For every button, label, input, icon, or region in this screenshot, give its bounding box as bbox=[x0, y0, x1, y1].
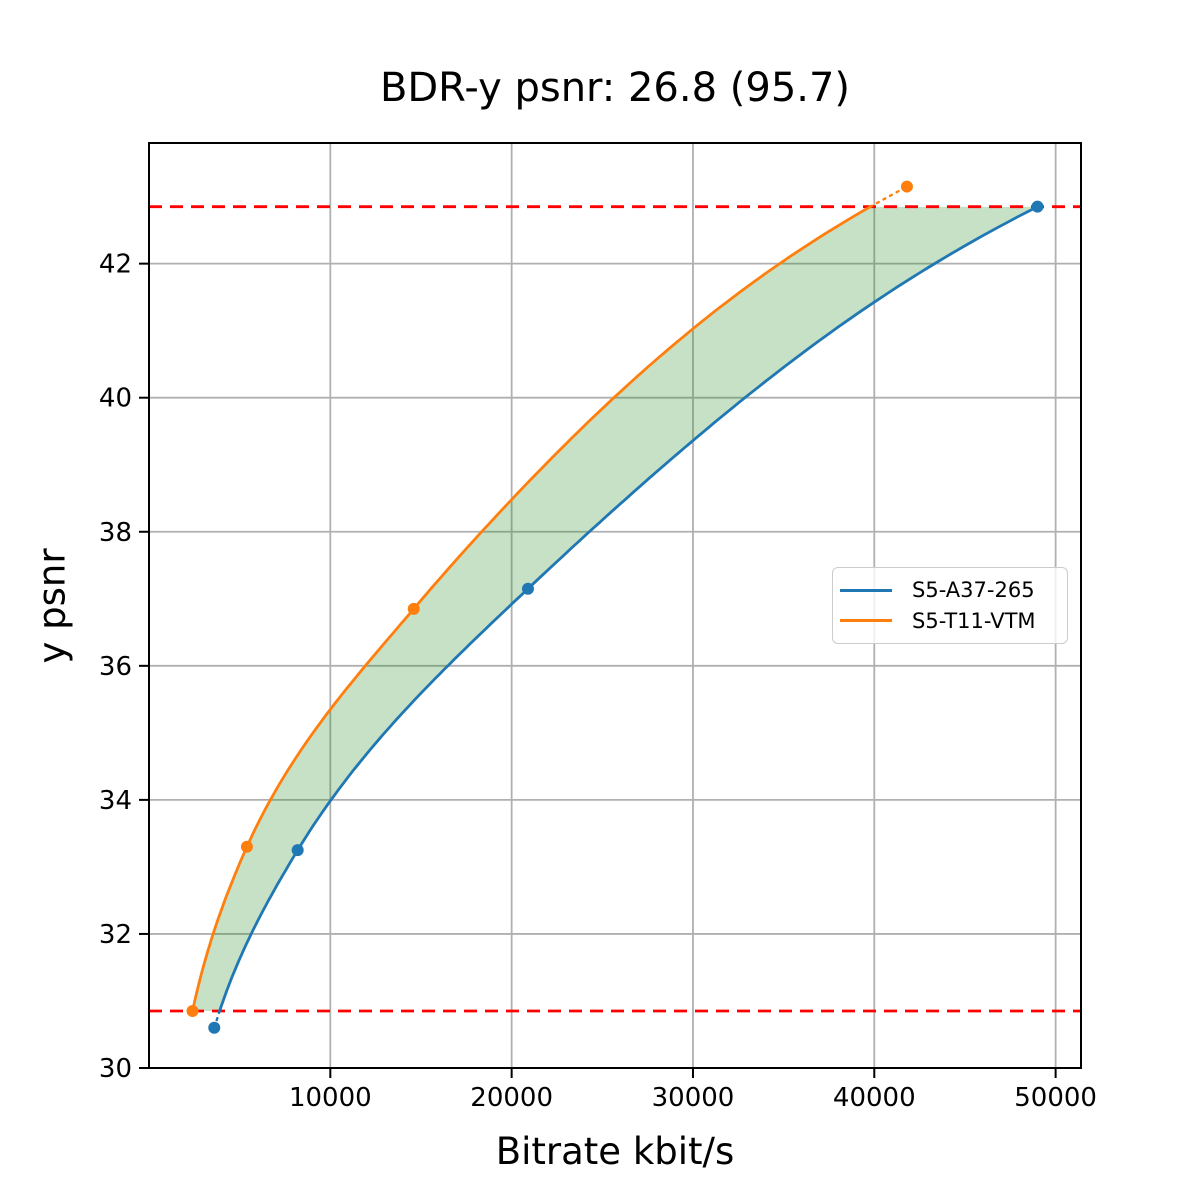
y-tick-label: 34 bbox=[99, 786, 132, 816]
x-tick-label: 50000 bbox=[1014, 1083, 1097, 1113]
y-tick-label: 40 bbox=[99, 384, 132, 414]
series-s5-a37-265-curve bbox=[218, 205, 1039, 1013]
plot-border bbox=[148, 142, 1082, 1069]
series-s5-a37-265-data-point bbox=[521, 582, 534, 595]
legend-item-series-0: S5-A37-265 bbox=[840, 578, 1057, 602]
legend: S5-A37-265 S5-T11-VTM bbox=[832, 567, 1068, 644]
legend-label-series-1: S5-T11-VTM bbox=[912, 608, 1036, 633]
legend-item-series-1: S5-T11-VTM bbox=[840, 609, 1057, 633]
y-tick-label: 42 bbox=[99, 250, 132, 280]
series-s5-a37-265-data-point bbox=[1031, 200, 1044, 213]
y-tick-label: 30 bbox=[99, 1054, 132, 1084]
y-axis-label: y psnr bbox=[30, 548, 74, 664]
chart-title: BDR-y psnr: 26.8 (95.7) bbox=[379, 65, 851, 111]
x-tick-label: 30000 bbox=[652, 1083, 735, 1113]
legend-label-series-0: S5-A37-265 bbox=[912, 578, 1035, 603]
series-s5-t11-vtm-data-point bbox=[900, 180, 913, 193]
x-axis-label: Bitrate kbit/s bbox=[495, 1130, 735, 1173]
series-s5-a37-265-data-point bbox=[208, 1021, 221, 1034]
series-s5-t11-vtm-out-of-range-dotted bbox=[869, 185, 909, 208]
y-tick-label: 38 bbox=[99, 518, 132, 548]
x-tick-label: 20000 bbox=[470, 1083, 553, 1113]
series-s5-t11-vtm-data-point bbox=[186, 1005, 199, 1018]
x-tick-label: 10000 bbox=[289, 1083, 372, 1113]
legend-line-swatch-blue bbox=[840, 589, 892, 592]
legend-line-swatch-orange bbox=[840, 619, 892, 622]
y-tick-label: 32 bbox=[99, 920, 132, 950]
y-tick-label: 36 bbox=[99, 652, 132, 682]
series-s5-t11-vtm-data-point bbox=[407, 602, 420, 615]
axis-ticks: 10000 20000 30000 40000 50000 30 32 34 36 38 40 42 bbox=[99, 250, 1097, 1113]
x-tick-label: 40000 bbox=[833, 1083, 916, 1113]
series-s5-a37-265-data-point bbox=[291, 844, 304, 857]
series-s5-t11-vtm-data-point bbox=[240, 840, 253, 853]
